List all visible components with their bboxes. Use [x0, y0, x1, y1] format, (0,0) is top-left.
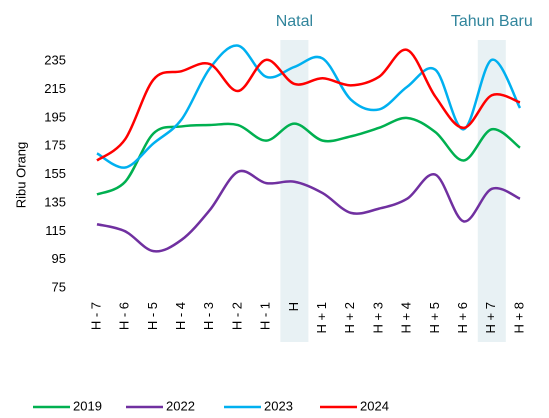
highlight-bands	[280, 40, 506, 342]
highlight-band	[477, 40, 506, 342]
y-axis-label: Ribu Orang	[13, 142, 28, 208]
x-tick-label: H + 1	[314, 302, 329, 333]
annotation: Tahun Baru	[451, 13, 533, 30]
legend-label: 2023	[264, 398, 293, 413]
highlight-band	[280, 40, 309, 342]
x-tick-label: H + 5	[427, 302, 442, 333]
x-tick-label: H + 3	[370, 302, 385, 333]
legend-label: 2019	[73, 398, 102, 413]
legend-label: 2024	[360, 398, 389, 413]
x-tick-label: H + 8	[511, 302, 526, 333]
data-line	[96, 169, 521, 253]
y-tick-label: 115	[45, 223, 66, 238]
y-tick-label: 175	[44, 138, 66, 153]
x-tick-label: H - 4	[173, 302, 188, 330]
x-tick-label: H - 6	[117, 302, 132, 330]
y-tick-label: 215	[44, 81, 66, 96]
data-line	[96, 48, 521, 162]
x-tick-label: H - 2	[229, 302, 244, 330]
x-tick-label: H + 7	[483, 302, 498, 333]
data-line	[96, 44, 522, 169]
y-tick-label: 75	[52, 279, 66, 294]
x-tick-label: H - 1	[258, 302, 273, 330]
legend-label: 2022	[166, 398, 195, 413]
y-tick-label: 95	[52, 251, 66, 266]
x-tick-label: H	[286, 302, 301, 311]
y-tick-label: 235	[44, 53, 66, 68]
y-tick-label: 135	[44, 194, 66, 209]
x-tick-label: H + 2	[342, 302, 357, 333]
annotation: Natal	[276, 13, 313, 30]
x-tick-label: H - 5	[145, 302, 160, 330]
x-tick-label: H + 4	[399, 302, 414, 333]
x-tick-label: H - 7	[88, 302, 103, 330]
y-tick-label: 195	[44, 109, 66, 124]
y-tick-label: 155	[44, 166, 66, 181]
x-tick-label: H + 6	[455, 302, 470, 333]
data-line	[96, 116, 521, 196]
x-tick-label: H - 3	[201, 302, 216, 330]
